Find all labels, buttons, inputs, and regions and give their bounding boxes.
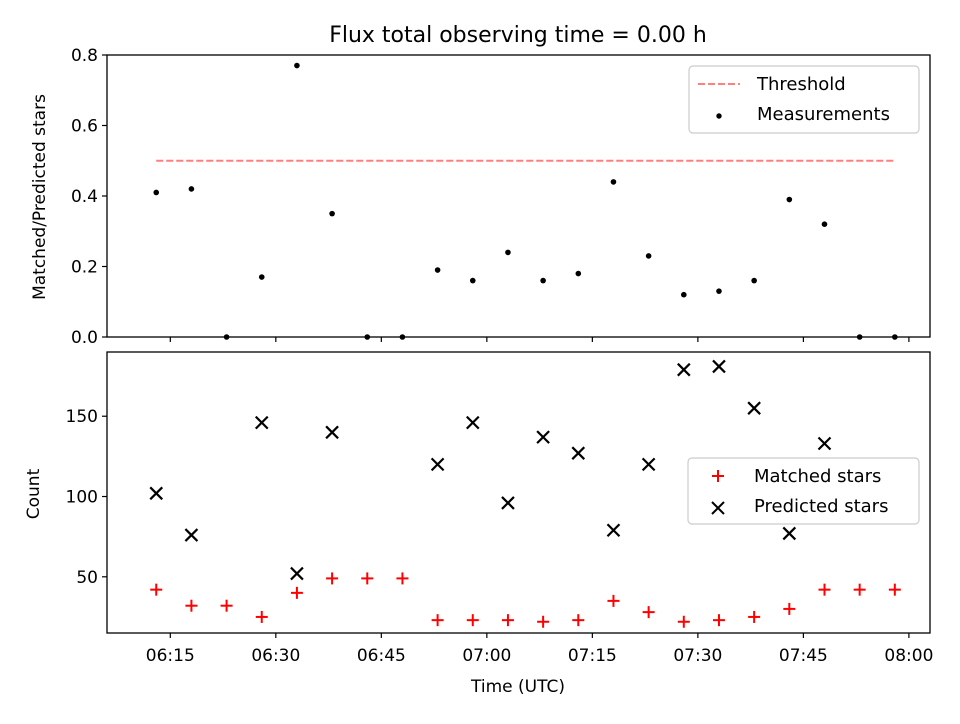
predicted-legend-label: Predicted stars: [754, 496, 888, 517]
predicted-star-point: [501, 496, 515, 510]
predicted-star-point: [817, 436, 832, 451]
matched-star-point: [150, 583, 163, 596]
matched-star-point: [326, 572, 339, 585]
x-axis-label: Time (UTC): [470, 677, 565, 697]
predicted-star-point: [606, 523, 621, 538]
predicted-star-point: [677, 362, 691, 377]
matched-star-point: [501, 614, 514, 627]
top-y-tick-label: 0.4: [71, 187, 98, 207]
matched-star-point: [572, 614, 585, 627]
predicted-star-point: [254, 415, 269, 430]
predicted-star-point: [430, 457, 445, 472]
matched-star-point: [677, 615, 690, 628]
measurement-point: [329, 210, 335, 217]
top-y-tick-label: 0.6: [71, 117, 98, 137]
ratio-panel: Flux total observing time = 0.00 h Match…: [30, 23, 931, 348]
predicted-star-point: [325, 425, 339, 440]
matched-star-point: [220, 599, 233, 612]
matched-star-point: [396, 572, 409, 585]
predicted-star-point: [641, 457, 656, 472]
predicted-star-point: [465, 415, 480, 430]
measurement-point: [681, 291, 687, 298]
x-tick-label: 07:15: [568, 646, 617, 666]
bottom-y-tick-label: 100: [66, 488, 98, 508]
bottom-plot-frame: [106, 351, 931, 634]
matched-star-point: [888, 583, 901, 596]
count-series: [149, 359, 901, 628]
bottom-legend-box: [687, 457, 920, 525]
matched-star-point: [290, 586, 303, 599]
matched-star-point: [537, 615, 550, 628]
matched-star-point: [255, 610, 268, 623]
measurement-point: [434, 267, 441, 273]
top-y-tick-label: 0.2: [71, 258, 98, 278]
measurement-point: [505, 249, 511, 256]
predicted-legend-marker: [711, 501, 725, 515]
matched-star-point: [361, 572, 374, 585]
predicted-star-point: [290, 566, 304, 581]
x-tick-label: 07:45: [779, 646, 828, 666]
x-tick-label: 06:45: [357, 646, 406, 666]
predicted-star-point: [571, 446, 586, 460]
matched-star-point: [431, 614, 444, 627]
measurement-point: [610, 179, 617, 185]
bottom-y-axis-label: Count: [24, 468, 44, 519]
measurement-point: [786, 196, 793, 203]
matched-star-point: [853, 583, 866, 596]
measurement-point: [575, 270, 582, 277]
top-legend-box: [688, 65, 920, 134]
x-tick-label: 07:30: [673, 646, 722, 666]
matched-star-point: [607, 594, 620, 607]
top-x-axis: [169, 337, 910, 342]
measurement-point: [645, 253, 652, 259]
predicted-star-point: [184, 528, 199, 542]
measurement-point: [188, 186, 195, 192]
predicted-star-point: [747, 401, 761, 415]
matched-star-point: [642, 606, 655, 619]
matched-star-point: [748, 610, 761, 623]
matched-star-point: [783, 602, 796, 615]
predicted-star-point: [536, 430, 550, 444]
top-y-axis: 0.0 0.2 0.4 0.6 0.8: [71, 46, 107, 348]
predicted-star-point: [782, 526, 797, 541]
chart-title: Flux total observing time = 0.00 h: [329, 23, 707, 48]
matched-star-point: [712, 614, 725, 627]
bottom-y-axis: 50 100 150: [66, 407, 107, 588]
x-tick-label: 08:00: [884, 646, 933, 666]
predicted-star-point: [149, 486, 164, 501]
measurement-point: [821, 221, 828, 227]
x-tick-label: 06:30: [251, 646, 300, 666]
bottom-y-tick-label: 150: [66, 407, 98, 427]
measurement-point: [751, 277, 757, 284]
measurement-point: [716, 288, 722, 294]
matched-legend-label: Matched stars: [754, 466, 881, 487]
matched-legend-marker: [712, 470, 724, 482]
measurement-point: [258, 274, 265, 280]
measurement-point: [294, 62, 300, 69]
top-y-axis-label: Matched/Predicted stars: [30, 94, 50, 300]
top-legend: Threshold Measurements: [688, 65, 920, 134]
bottom-y-tick-label: 50: [76, 568, 98, 588]
matched-star-point: [466, 614, 479, 627]
x-tick-label: 07:00: [462, 646, 511, 666]
threshold-legend-label: Threshold: [756, 74, 846, 95]
count-panel: Count Time (UTC) 50 100 150 06:15 06:30 06:4…: [24, 351, 933, 697]
measurements-series: [153, 62, 898, 340]
top-y-tick-label: 0.0: [71, 328, 98, 348]
measurements-legend-marker: [716, 113, 722, 119]
measurement-point: [469, 277, 476, 284]
predicted-star-point: [712, 359, 726, 374]
top-plot-frame: [106, 54, 931, 338]
bottom-x-axis: 06:15 06:30 06:45 07:00 07:15 07:30 07:45 08:00: [146, 633, 933, 666]
measurements-legend-label: Measurements: [757, 104, 890, 125]
matched-star-point: [185, 599, 198, 612]
bottom-legend: Matched stars Predicted stars: [687, 457, 920, 525]
x-tick-label: 06:15: [146, 646, 195, 666]
matched-star-point: [818, 583, 831, 596]
measurement-point: [153, 189, 160, 196]
top-y-tick-label: 0.8: [71, 46, 98, 66]
measurement-point: [540, 277, 546, 284]
